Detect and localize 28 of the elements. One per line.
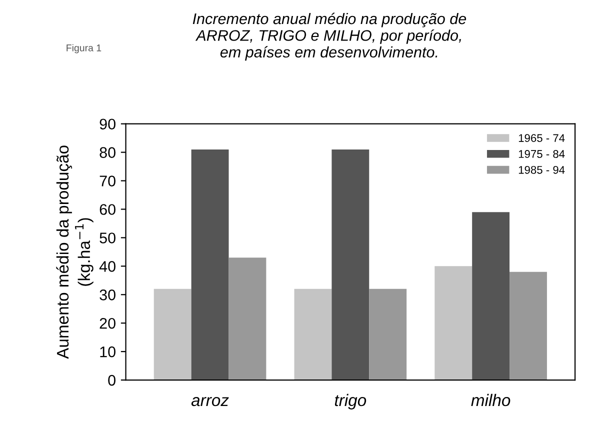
y-tick-label: 20 xyxy=(100,318,116,329)
legend-label: 1985 - 94 xyxy=(518,166,565,174)
x-tick-label: milho xyxy=(471,394,510,406)
bar xyxy=(191,149,229,380)
bar xyxy=(369,288,407,380)
y-tick-label: 10 xyxy=(100,346,116,358)
bar xyxy=(510,272,547,380)
legend-label: 1965 - 74 xyxy=(518,134,565,142)
y-tick-label: 40 xyxy=(99,261,116,272)
y-tick-label: 30 xyxy=(100,290,116,300)
x-tick-label: trigo xyxy=(334,394,366,410)
y-tick-label: 80 xyxy=(100,147,116,158)
legend-label: 1975 - 84 xyxy=(518,150,565,158)
bar xyxy=(332,149,370,380)
y-tick-label: 70 xyxy=(100,176,116,186)
text: Figura 1 xyxy=(66,44,102,54)
bar xyxy=(154,288,192,380)
y-tick-label: 50 xyxy=(100,232,116,244)
bar xyxy=(434,266,472,380)
bar xyxy=(228,258,266,380)
chart-title: Incremento anual médio na produção de ARROZ, TRIGO e MILHO, por período, em países em desenvolvimento. xyxy=(192,12,466,61)
bar xyxy=(294,288,332,380)
bar xyxy=(472,212,510,380)
y-tick-label: 0 xyxy=(108,374,116,386)
x-tick-label: arroz xyxy=(191,397,229,406)
y-tick-label: 90 xyxy=(100,118,116,130)
y-axis-title: Aumento médio da produção (kg.ha$^{−1}$) xyxy=(56,146,94,359)
y-tick-label: 60 xyxy=(100,204,116,215)
